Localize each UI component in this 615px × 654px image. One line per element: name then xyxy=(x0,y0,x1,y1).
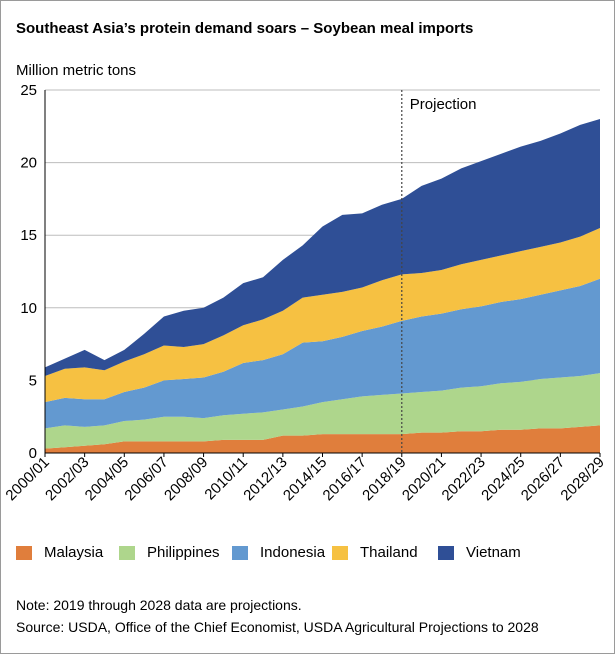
chart-plot: 0 5 10 15 20 25 2000/012002/032004/052006/072… xyxy=(2,82,608,504)
y-axis-label: Million metric tons xyxy=(16,62,137,79)
y-tick-label-25: 25 xyxy=(20,82,37,99)
legend-item-indonesia: Indonesia xyxy=(232,544,325,561)
legend-swatch-malaysia xyxy=(16,545,32,560)
legend-item-vietnam: Vietnam xyxy=(438,544,521,561)
y-tick-label-15: 15 xyxy=(20,227,37,244)
area-philippines xyxy=(45,373,600,449)
legend-swatch-vietnam xyxy=(438,545,454,560)
x-tick-label-2028-29: 2028/29 xyxy=(557,454,607,504)
y-tick-labels: 0 5 10 15 20 25 xyxy=(20,82,37,462)
legend-item-philippines: Philippines xyxy=(119,544,220,561)
area-indonesia xyxy=(45,278,600,429)
legend-item-malaysia: Malaysia xyxy=(16,544,103,561)
chart-note: Note: 2019 through 2028 data are project… xyxy=(16,597,302,613)
legend-swatch-thailand xyxy=(332,545,348,560)
area-thailand xyxy=(45,227,600,403)
area-vietnam xyxy=(45,119,600,377)
projection-annotation: Projection xyxy=(401,90,477,453)
legend-label-indonesia: Indonesia xyxy=(260,544,326,561)
legend-label-malaysia: Malaysia xyxy=(44,544,104,561)
chart-title: Southeast Asia’s protein demand soars – … xyxy=(16,20,474,37)
legend-label-thailand: Thailand xyxy=(360,544,418,561)
legend-label-philippines: Philippines xyxy=(147,544,220,561)
y-tick-label-20: 20 xyxy=(20,155,37,172)
y-tick-label-10: 10 xyxy=(20,300,37,317)
legend-item-thailand: Thailand xyxy=(332,544,418,561)
legend-swatch-indonesia xyxy=(232,545,248,560)
legend-swatch-philippines xyxy=(119,545,135,560)
projection-label: Projection xyxy=(410,96,477,113)
legend-label-vietnam: Vietnam xyxy=(466,544,521,561)
y-tick-label-0: 0 xyxy=(29,445,37,462)
area-malaysia xyxy=(45,425,600,453)
chart-source: Source: USDA, Office of the Chief Econom… xyxy=(16,619,539,635)
y-tick-label-5: 5 xyxy=(29,372,37,389)
stacked-areas xyxy=(45,119,600,453)
x-tick-label-2008-09: 2008/09 xyxy=(161,454,211,504)
x-tick-labels: 2000/012002/032004/052006/072008/092010/… xyxy=(2,453,608,504)
